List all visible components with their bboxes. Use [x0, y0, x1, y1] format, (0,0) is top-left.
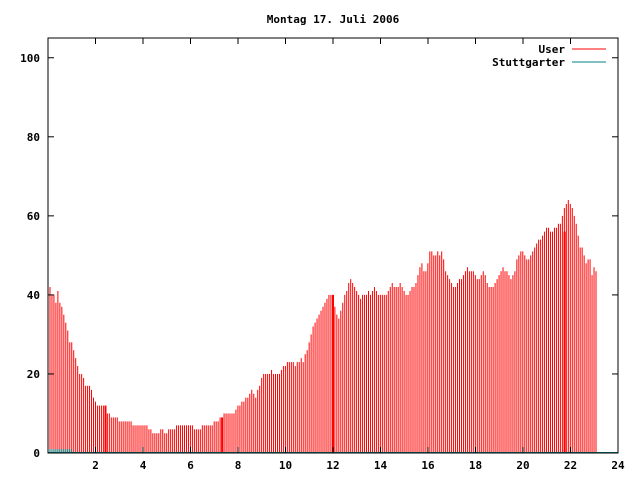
x-tick-label: 2: [92, 459, 99, 472]
y-tick-label: 60: [27, 210, 40, 223]
y-tick-label: 80: [27, 131, 40, 144]
x-tick-label: 4: [140, 459, 147, 472]
y-tick-label: 40: [27, 289, 40, 302]
chart-title: Montag 17. Juli 2006: [267, 13, 400, 26]
x-tick-label: 10: [279, 459, 292, 472]
y-tick-label: 100: [20, 52, 40, 65]
y-tick-label: 0: [33, 447, 40, 460]
x-tick-label: 8: [235, 459, 242, 472]
x-tick-label: 12: [326, 459, 339, 472]
x-tick-label: 22: [564, 459, 577, 472]
x-tick-label: 14: [374, 459, 388, 472]
legend: User Stuttgarter: [492, 43, 606, 69]
data-layer: [47, 200, 618, 453]
legend-label-stuttgarter: Stuttgarter: [492, 56, 565, 69]
legend-label-user: User: [539, 43, 566, 56]
x-tick-label: 20: [516, 459, 529, 472]
y-tick-label: 20: [27, 368, 40, 381]
x-tick-label: 24: [611, 459, 625, 472]
x-tick-label: 6: [187, 459, 194, 472]
x-tick-label: 16: [421, 459, 435, 472]
x-tick-label: 18: [469, 459, 482, 472]
